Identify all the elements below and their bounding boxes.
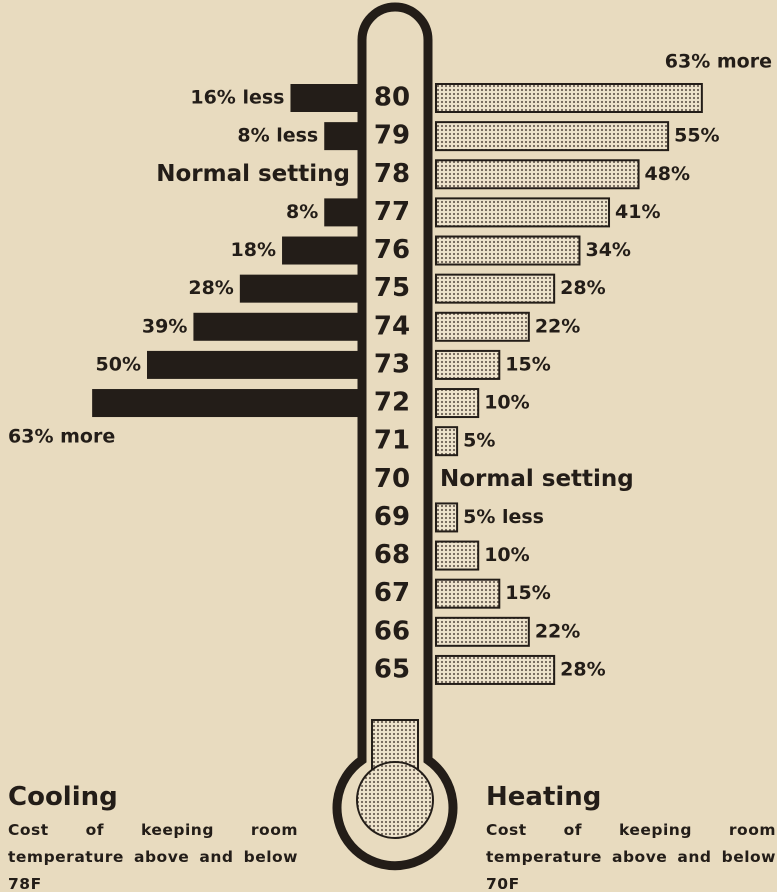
value-label: 39% [142, 315, 187, 337]
cooling-bar [324, 198, 358, 226]
value-label: 28% [188, 277, 233, 299]
value-label: 63% more [665, 51, 772, 73]
cooling-bar [324, 122, 358, 150]
value-label: 63% more [8, 426, 115, 448]
temperature-label: 77 [374, 197, 410, 227]
cooling-bar [92, 389, 358, 417]
value-label: 22% [535, 315, 580, 337]
temperature-label: 75 [374, 273, 410, 303]
value-label: 5% less [463, 506, 544, 528]
value-label: 8% [286, 201, 318, 223]
temperature-label: 73 [374, 349, 410, 379]
heating-bar [436, 656, 554, 684]
heating-bar [436, 160, 639, 188]
heating-heading: Heating [486, 782, 601, 812]
heating-bar [436, 618, 529, 646]
normal-setting-label: Normal setting [156, 161, 350, 187]
temperature-label: 79 [374, 121, 410, 151]
value-label: 55% [674, 125, 719, 147]
heating-bar [436, 122, 668, 150]
heating-bar [436, 198, 609, 226]
temperature-label: 69 [374, 502, 410, 532]
cooling-heading: Cooling [8, 782, 118, 812]
value-label: 15% [505, 582, 550, 604]
heating-bar [436, 351, 499, 379]
temperature-label: 70 [374, 464, 410, 494]
value-label: 8% less [237, 125, 318, 147]
value-label: 10% [484, 544, 529, 566]
value-label: 50% [96, 353, 141, 375]
heating-bar [436, 503, 457, 531]
temperature-label: 78 [374, 159, 410, 189]
temperature-label: 66 [374, 616, 410, 646]
normal-setting-label: Normal setting [440, 466, 634, 492]
heating-bar [436, 84, 702, 112]
chart: 80 79 78 77 76 75 74 73 72 71 70 69 68 67 66 65 16% less… [0, 0, 777, 892]
temperature-label: 74 [374, 311, 410, 341]
value-label: 16% less [190, 87, 284, 109]
heating-bar [436, 427, 457, 455]
cooling-bar [193, 313, 358, 341]
temperature-label: 71 [374, 426, 410, 456]
cooling-bar [282, 237, 358, 265]
value-label: 34% [585, 239, 630, 261]
value-label: 18% [231, 239, 276, 261]
heating-bar [436, 542, 478, 570]
temperature-label: 68 [374, 540, 410, 570]
temperature-label: 65 [374, 654, 410, 684]
heating-bar [436, 237, 579, 265]
cooling-bar [147, 351, 358, 379]
cooling-bar [290, 84, 358, 112]
infographic: 80 79 78 77 76 75 74 73 72 71 70 69 68 67 66 65 16% less… [0, 0, 777, 892]
temperature-label: 76 [374, 235, 410, 265]
heating-bar [436, 580, 499, 608]
value-label: 28% [560, 658, 605, 680]
value-label: 28% [560, 277, 605, 299]
cooling-description: Cost of keeping room temperature above a… [8, 817, 298, 892]
temperature-label: 72 [374, 388, 410, 418]
heating-bar [436, 313, 529, 341]
value-label: 48% [645, 163, 690, 185]
heating-bar [436, 389, 478, 417]
temperature-label: 80 [374, 83, 410, 113]
heating-description: Cost of keeping room temperature above a… [486, 817, 776, 892]
value-label: 15% [505, 353, 550, 375]
cooling-bar [240, 275, 358, 303]
heating-bar [436, 275, 554, 303]
value-label: 10% [484, 392, 529, 414]
value-label: 41% [615, 201, 660, 223]
value-label: 22% [535, 620, 580, 642]
value-label: 5% [463, 430, 495, 452]
temperature-label: 67 [374, 578, 410, 608]
